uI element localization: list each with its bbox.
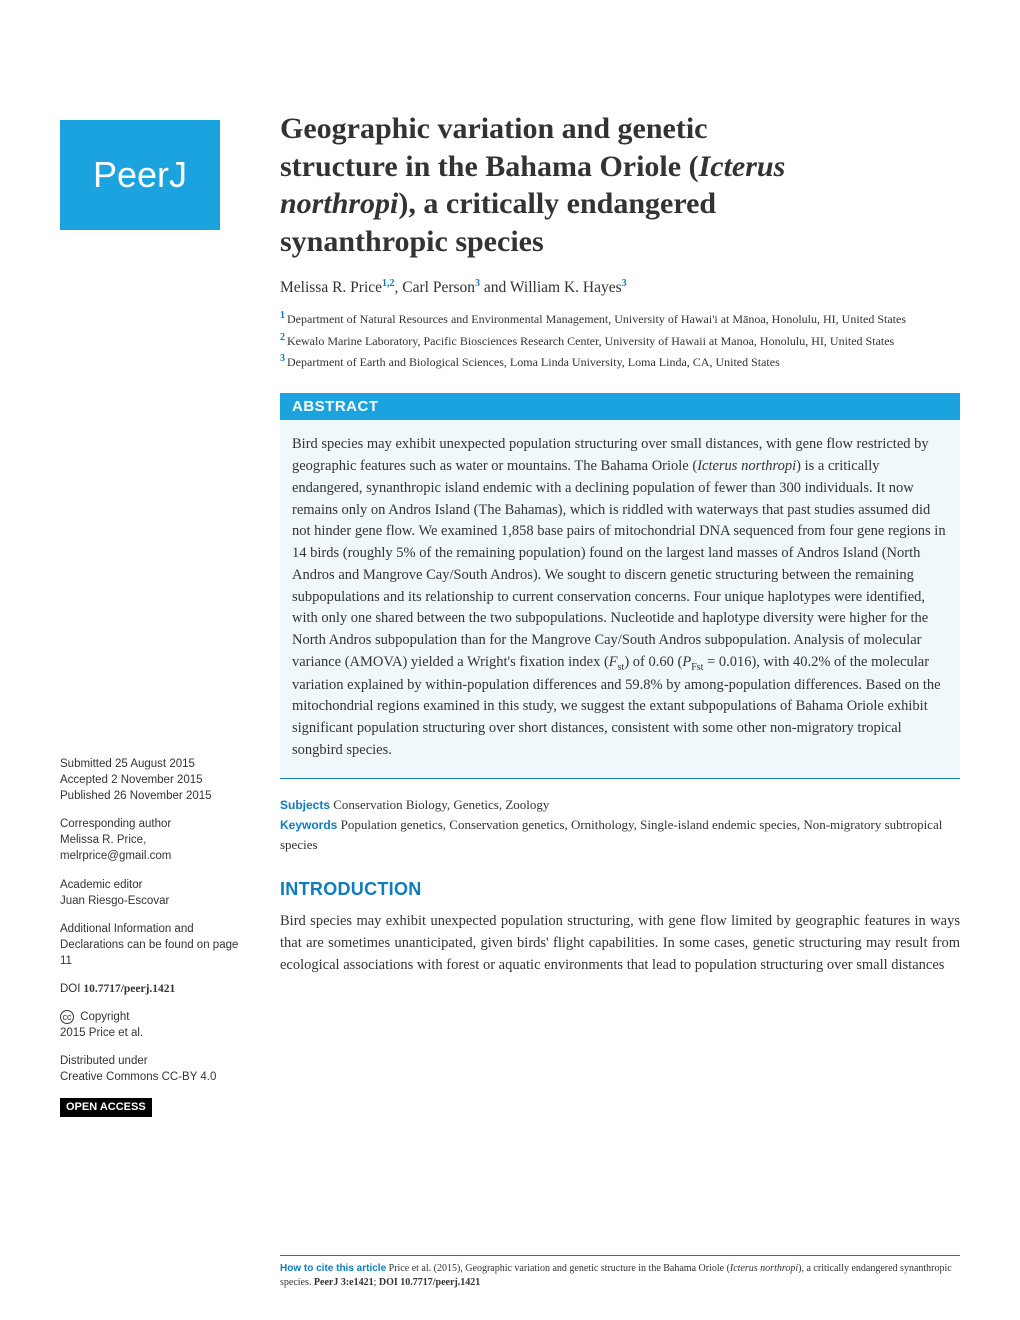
subjects-label: Subjects (280, 798, 330, 812)
distributed-value[interactable]: Creative Commons CC-BY 4.0 (60, 1069, 250, 1085)
introduction-header: INTRODUCTION (280, 879, 960, 900)
citation-journal: PeerJ 3:e1421 (314, 1277, 374, 1288)
abs-it2: F (609, 654, 618, 670)
abs-p3: ) of 0.60 ( (624, 654, 682, 670)
submitted-line: Submitted 25 August 2015 (60, 756, 250, 772)
citation-label: How to cite this article (280, 1263, 386, 1274)
title-line2a: structure in the Bahama Oriole ( (280, 150, 699, 183)
article-title: Geographic variation and genetic structu… (280, 110, 960, 260)
abstract-header: ABSTRACT (280, 393, 960, 420)
title-line2b: Icterus (699, 150, 786, 183)
distributed-block: Distributed under Creative Commons CC-BY… (60, 1053, 250, 1085)
aff-num-1: 1 (280, 310, 285, 321)
affiliation-3: 3Department of Earth and Biological Scie… (280, 352, 960, 371)
corresponding-block: Corresponding author Melissa R. Price, m… (60, 816, 250, 864)
accepted-line: Accepted 2 November 2015 (60, 772, 250, 788)
author-1: Melissa R. Price (280, 279, 382, 296)
logo-text: PeerJ (93, 154, 187, 196)
published-value: 26 November 2015 (111, 790, 212, 802)
citation-text1: Price et al. (2015), Geographic variatio… (386, 1263, 730, 1274)
author-1-sup[interactable]: 1,2 (382, 278, 395, 289)
academic-block: Academic editor Juan Riesgo-Escovar (60, 877, 250, 909)
author-3: William K. Hayes (510, 279, 622, 296)
corresponding-email[interactable]: melrprice@gmail.com (60, 848, 250, 864)
keywords-line: Keywords Population genetics, Conservati… (280, 815, 960, 855)
title-line4: synanthropic species (280, 225, 544, 258)
citation-italic1: Icterus northropi (730, 1263, 798, 1274)
abstract-body: Bird species may exhibit unexpected popu… (280, 420, 960, 778)
doi-value[interactable]: 10.7717/peerj.1421 (80, 983, 175, 995)
keywords-text: Population genetics, Conservation geneti… (280, 817, 942, 852)
doi-label: DOI (60, 983, 80, 995)
copyright-line: cc Copyright (60, 1009, 250, 1025)
and: and (480, 279, 510, 296)
title-line1: Geographic variation and genetic (280, 112, 707, 145)
published-label: Published (60, 790, 111, 802)
authors-line: Melissa R. Price1,2, Carl Person3 and Wi… (280, 278, 960, 297)
article-main: Geographic variation and genetic structu… (280, 110, 960, 976)
author-3-sup[interactable]: 3 (622, 278, 627, 289)
submitted-label: Submitted (60, 758, 112, 770)
introduction-body: Bird species may exhibit unexpected popu… (280, 910, 960, 976)
subjects-text: Conservation Biology, Genetics, Zoology (330, 797, 549, 812)
accepted-value: 2 November 2015 (108, 774, 203, 786)
additional-block: Additional Information and Declarations … (60, 921, 250, 969)
cc-icon: cc (60, 1010, 74, 1024)
open-access-block: OPEN ACCESS (60, 1098, 250, 1117)
keywords-label: Keywords (280, 818, 337, 832)
subjects-keywords: Subjects Conservation Biology, Genetics,… (280, 795, 960, 855)
affiliation-1: 1Department of Natural Resources and Env… (280, 309, 960, 328)
abs-it1: Icterus northropi (697, 458, 796, 474)
copyright-value: 2015 Price et al. (60, 1025, 250, 1041)
dates-block: Submitted 25 August 2015 Accepted 2 Nove… (60, 756, 250, 804)
title-line3b: ), a critically endangered (398, 187, 716, 220)
academic-label: Academic editor (60, 877, 250, 893)
author-2: Carl Person (402, 279, 475, 296)
additional-text[interactable]: Additional Information and Declarations … (60, 921, 250, 969)
affiliation-2: 2Kewalo Marine Laboratory, Pacific Biosc… (280, 331, 960, 350)
corresponding-label: Corresponding author (60, 816, 250, 832)
affiliations: 1Department of Natural Resources and Env… (280, 309, 960, 371)
accepted-label: Accepted (60, 774, 108, 786)
submitted-value: 25 August 2015 (112, 758, 195, 770)
aff-text-1: Department of Natural Resources and Envi… (287, 312, 906, 326)
corresponding-name: Melissa R. Price, (60, 832, 250, 848)
sidebar: Submitted 25 August 2015 Accepted 2 Nove… (60, 756, 250, 1129)
copyright-label: Copyright (77, 1011, 129, 1023)
copyright-block: cc Copyright 2015 Price et al. (60, 1009, 250, 1041)
subjects-line: Subjects Conservation Biology, Genetics,… (280, 795, 960, 815)
academic-name: Juan Riesgo-Escovar (60, 893, 250, 909)
open-access-badge: OPEN ACCESS (60, 1098, 152, 1117)
peerj-logo: PeerJ (60, 120, 220, 230)
citation-footer: How to cite this article Price et al. (2… (280, 1255, 960, 1290)
aff-text-3: Department of Earth and Biological Scien… (287, 355, 780, 369)
doi-block: DOI 10.7717/peerj.1421 (60, 981, 250, 997)
abs-p2: ) is a critically endangered, synanthrop… (292, 458, 946, 670)
aff-num-2: 2 (280, 332, 285, 343)
aff-num-3: 3 (280, 353, 285, 364)
aff-text-2: Kewalo Marine Laboratory, Pacific Biosci… (287, 334, 894, 348)
published-line: Published 26 November 2015 (60, 788, 250, 804)
citation-doi[interactable]: DOI 10.7717/peerj.1421 (379, 1277, 480, 1288)
abs-it3: P (682, 654, 691, 670)
abs-sub2: Fst (691, 662, 703, 673)
title-line3a: northropi (280, 187, 398, 220)
distributed-label: Distributed under (60, 1053, 250, 1069)
